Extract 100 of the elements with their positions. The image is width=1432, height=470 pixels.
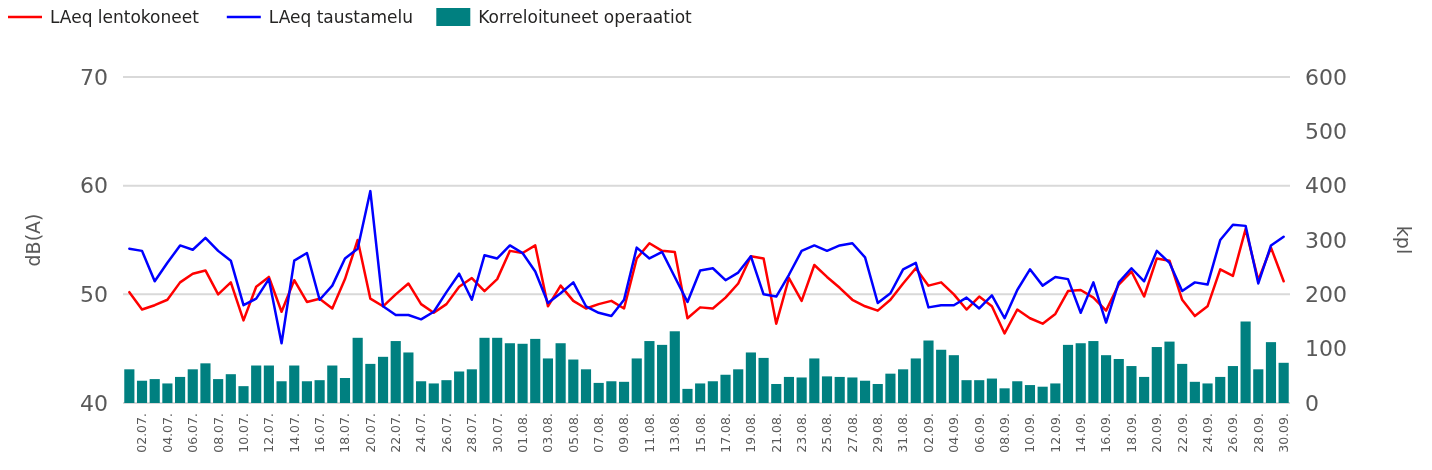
bar <box>454 371 465 403</box>
bar <box>898 369 909 403</box>
bar <box>733 369 744 403</box>
x-tick-label: 28.09. <box>1250 413 1266 453</box>
y2-tick-label: 500 <box>1305 119 1347 145</box>
bar <box>606 381 617 403</box>
bar <box>618 381 630 403</box>
bar <box>796 377 807 403</box>
bar <box>1240 321 1251 403</box>
bar <box>441 380 452 403</box>
bar <box>149 379 160 403</box>
x-tick-label: 18.09. <box>1123 413 1139 453</box>
bar <box>1253 369 1264 403</box>
x-tick-label: 08.07. <box>210 413 226 453</box>
y-tick-label: 70 <box>80 64 108 90</box>
bar <box>136 380 148 403</box>
bar <box>1113 358 1124 403</box>
bar <box>124 369 135 403</box>
x-tick-label: 30.07. <box>489 413 505 453</box>
bar <box>339 378 351 403</box>
bar <box>289 365 300 403</box>
x-tick-label: 06.09. <box>971 413 987 453</box>
bar <box>327 365 338 403</box>
x-tick-label: 01.08. <box>514 413 530 453</box>
y2-tick-label: 600 <box>1305 64 1347 90</box>
bar <box>910 358 921 403</box>
y2-tick-label: 0 <box>1305 390 1319 416</box>
bar <box>377 356 389 403</box>
x-tick-label: 04.07. <box>159 413 175 453</box>
bar <box>758 357 769 403</box>
x-tick-label: 13.08. <box>667 413 683 453</box>
bar <box>1088 341 1099 403</box>
bar <box>162 383 173 403</box>
y2-axis-title: kpl <box>1393 225 1415 255</box>
x-tick-label: 26.07. <box>438 413 454 453</box>
bar <box>847 377 858 403</box>
x-tick-label: 16.09. <box>1098 413 1114 453</box>
bar <box>301 381 312 403</box>
bar <box>555 343 566 403</box>
bar <box>1227 366 1238 403</box>
bar <box>1024 385 1036 403</box>
bar <box>809 358 820 403</box>
bar <box>276 381 287 403</box>
bar <box>187 369 198 403</box>
x-tick-label: 16.07. <box>311 413 327 453</box>
x-tick-label: 23.08. <box>794 413 810 453</box>
x-tick-label: 08.09. <box>996 413 1012 453</box>
line-series <box>128 189 1285 345</box>
y2-tick-label: 400 <box>1305 173 1347 199</box>
y-tick-label: 60 <box>80 173 108 199</box>
bar <box>1139 376 1150 403</box>
bar <box>568 359 579 403</box>
bar <box>1202 383 1213 403</box>
bar <box>695 383 706 403</box>
bar <box>365 363 376 403</box>
x-tick-label: 19.08. <box>743 413 759 453</box>
x-tick-label: 09.08. <box>616 413 632 453</box>
x-tick-label: 27.08. <box>844 413 860 453</box>
legend-label: LAeq lentokoneet <box>50 7 200 27</box>
x-tick-label: 10.07. <box>235 413 251 453</box>
bar <box>682 388 693 403</box>
bar <box>352 337 363 403</box>
x-tick-label: 03.08. <box>540 413 556 453</box>
x-tick-label: 15.08. <box>692 413 708 453</box>
bar <box>175 376 186 403</box>
bar <box>631 358 642 403</box>
bar <box>948 355 959 403</box>
x-tick-label: 02.09. <box>920 413 936 453</box>
bar <box>821 376 833 403</box>
bar <box>644 341 655 403</box>
x-tick-label: 14.07. <box>286 413 302 453</box>
x-tick-label: 17.08. <box>717 413 733 453</box>
bar <box>403 352 414 403</box>
x-tick-label: 22.09. <box>1174 413 1190 453</box>
x-tick-label: 14.09. <box>1073 413 1089 453</box>
bar <box>669 331 680 403</box>
bar <box>1101 355 1112 403</box>
y-axis-title: dB(A) <box>22 213 44 267</box>
bar <box>479 337 490 403</box>
bar <box>238 386 249 403</box>
x-tick-label: 10.09. <box>1022 413 1038 453</box>
bar <box>1265 342 1277 403</box>
x-tick-label: 21.08. <box>768 413 784 453</box>
bar <box>1075 343 1086 403</box>
x-tick-label: 30.09. <box>1276 413 1292 453</box>
x-tick-label: 12.09. <box>1047 413 1063 453</box>
bar <box>416 381 427 403</box>
bar <box>593 382 604 403</box>
y-tick-label: 40 <box>80 390 108 416</box>
bar <box>1062 344 1074 403</box>
bar <box>923 340 934 403</box>
legend-label: Korreloituneet operaatiot <box>478 7 693 27</box>
x-tick-label: 07.08. <box>591 413 607 453</box>
bar <box>580 369 592 403</box>
bar <box>1189 381 1200 403</box>
x-tick-label: 25.08. <box>819 413 835 453</box>
bar <box>657 344 668 403</box>
bar <box>1050 383 1061 403</box>
bar <box>999 388 1010 403</box>
bar <box>859 380 871 403</box>
